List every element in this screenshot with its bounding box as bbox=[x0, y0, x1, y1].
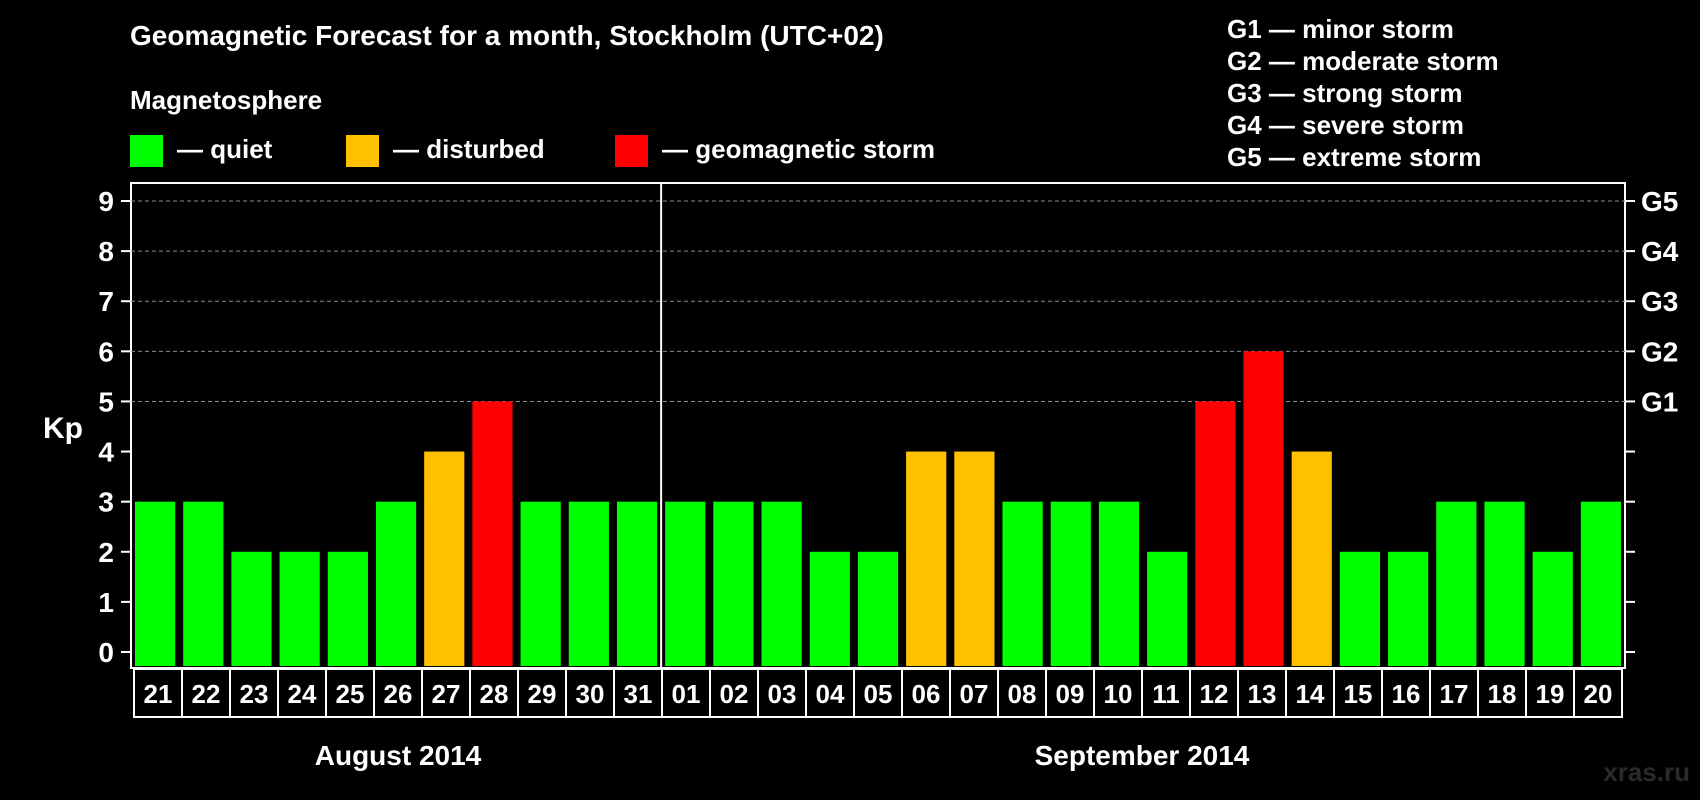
legend-heading: Magnetosphere bbox=[130, 85, 323, 115]
legend-swatch-storm bbox=[615, 135, 648, 167]
day-label-06: 06 bbox=[912, 679, 941, 709]
day-label-19: 19 bbox=[1536, 679, 1565, 709]
storm-scale-g4: G4 — severe storm bbox=[1227, 110, 1465, 140]
bar-01 bbox=[665, 501, 706, 666]
bar-23 bbox=[231, 551, 272, 666]
day-label-28: 28 bbox=[480, 679, 509, 709]
bar-24 bbox=[279, 551, 320, 666]
legend-swatch-quiet bbox=[130, 135, 163, 167]
day-label-14: 14 bbox=[1296, 679, 1325, 709]
legend-label-disturbed: — disturbed bbox=[393, 134, 545, 164]
bar-11 bbox=[1147, 551, 1188, 666]
y-tick-label: 8 bbox=[98, 236, 114, 267]
bar-20 bbox=[1580, 501, 1621, 666]
day-label-13: 13 bbox=[1248, 679, 1277, 709]
day-label-01: 01 bbox=[672, 679, 701, 709]
bar-06 bbox=[906, 451, 947, 666]
day-label-26: 26 bbox=[384, 679, 413, 709]
day-label-23: 23 bbox=[240, 679, 269, 709]
storm-scale-g1: G1 — minor storm bbox=[1227, 14, 1454, 44]
day-axis-frame bbox=[133, 668, 1623, 718]
day-label-17: 17 bbox=[1440, 679, 1469, 709]
bar-12 bbox=[1195, 401, 1236, 666]
bar-04 bbox=[809, 551, 850, 666]
chart-title: Geomagnetic Forecast for a month, Stockh… bbox=[130, 20, 884, 51]
y-tick-label: 3 bbox=[98, 487, 114, 518]
day-label-31: 31 bbox=[624, 679, 653, 709]
bar-07 bbox=[954, 451, 995, 666]
bar-18 bbox=[1484, 501, 1525, 666]
day-label-11: 11 bbox=[1152, 679, 1180, 709]
day-label-05: 05 bbox=[864, 679, 893, 709]
day-label-22: 22 bbox=[192, 679, 221, 709]
bar-13 bbox=[1243, 351, 1284, 666]
y-tick-label: 5 bbox=[98, 386, 114, 417]
y-tick-label: 6 bbox=[98, 336, 114, 367]
y-tick-label: 0 bbox=[98, 637, 114, 668]
day-label-04: 04 bbox=[816, 679, 845, 709]
day-label-16: 16 bbox=[1392, 679, 1421, 709]
bar-16 bbox=[1388, 551, 1429, 666]
right-g-label: G4 bbox=[1641, 236, 1679, 267]
day-label-02: 02 bbox=[720, 679, 749, 709]
day-label-25: 25 bbox=[336, 679, 365, 709]
bar-28 bbox=[472, 401, 513, 666]
right-g-label: G5 bbox=[1641, 186, 1678, 217]
bar-08 bbox=[1002, 501, 1043, 666]
day-label-12: 12 bbox=[1200, 679, 1229, 709]
y-axis-label: Kp bbox=[43, 412, 83, 445]
right-g-label: G2 bbox=[1641, 336, 1678, 367]
right-g-label: G1 bbox=[1641, 386, 1678, 417]
right-g-label: G3 bbox=[1641, 286, 1678, 317]
bar-05 bbox=[857, 551, 899, 666]
day-label-15: 15 bbox=[1344, 679, 1373, 709]
bar-14 bbox=[1291, 451, 1332, 666]
watermark: xras.ru bbox=[1603, 757, 1690, 787]
storm-scale-g5: G5 — extreme storm bbox=[1227, 142, 1482, 172]
bar-25 bbox=[327, 551, 368, 666]
y-tick-label: 1 bbox=[98, 587, 114, 618]
y-tick-label: 7 bbox=[98, 286, 114, 317]
day-label-07: 07 bbox=[960, 679, 989, 709]
day-label-08: 08 bbox=[1008, 679, 1037, 709]
day-label-21: 21 bbox=[144, 679, 173, 709]
bar-29 bbox=[520, 501, 561, 666]
month-label-1: September 2014 bbox=[1035, 740, 1250, 771]
bar-27 bbox=[424, 451, 465, 666]
legend-label-storm: — geomagnetic storm bbox=[662, 134, 936, 164]
bar-22 bbox=[183, 501, 224, 666]
month-label-0: August 2014 bbox=[315, 740, 482, 771]
bar-19 bbox=[1532, 551, 1573, 666]
bar-02 bbox=[713, 501, 754, 666]
bar-15 bbox=[1339, 551, 1381, 666]
bar-09 bbox=[1050, 501, 1091, 666]
day-label-20: 20 bbox=[1584, 679, 1613, 709]
day-label-18: 18 bbox=[1488, 679, 1517, 709]
bar-17 bbox=[1436, 501, 1477, 666]
bar-03 bbox=[761, 501, 802, 666]
day-label-27: 27 bbox=[432, 679, 461, 709]
bar-21 bbox=[135, 501, 176, 666]
y-tick-label: 9 bbox=[98, 186, 114, 217]
bar-26 bbox=[375, 501, 417, 666]
bar-31 bbox=[616, 501, 658, 666]
storm-scale-g3: G3 — strong storm bbox=[1227, 78, 1463, 108]
day-label-30: 30 bbox=[576, 679, 605, 709]
day-label-29: 29 bbox=[528, 679, 557, 709]
y-tick-label: 4 bbox=[98, 437, 114, 468]
y-tick-label: 2 bbox=[98, 537, 114, 568]
legend-label-quiet: — quiet bbox=[177, 134, 273, 164]
day-label-10: 10 bbox=[1104, 679, 1133, 709]
storm-scale-g2: G2 — moderate storm bbox=[1227, 46, 1499, 76]
day-label-09: 09 bbox=[1056, 679, 1085, 709]
day-label-24: 24 bbox=[288, 679, 317, 709]
day-label-03: 03 bbox=[768, 679, 797, 709]
legend-swatch-disturbed bbox=[346, 135, 379, 167]
bar-30 bbox=[568, 501, 609, 666]
bar-10 bbox=[1098, 501, 1140, 666]
